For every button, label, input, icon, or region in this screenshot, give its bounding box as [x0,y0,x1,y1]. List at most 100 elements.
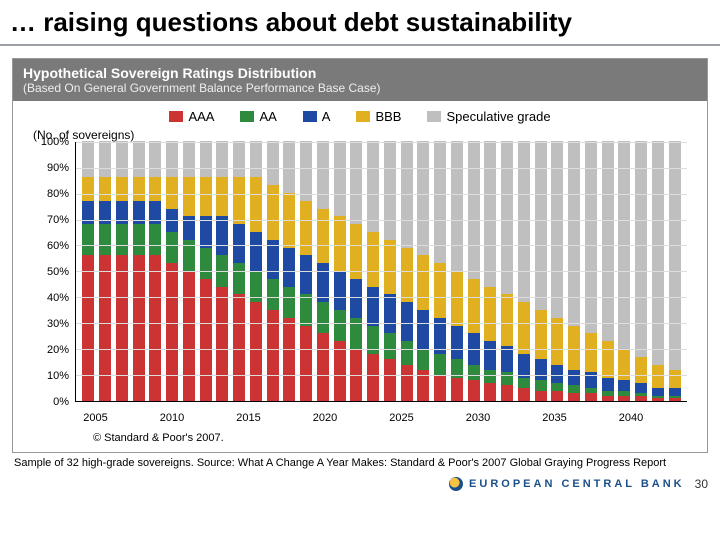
bar-segment [200,177,212,216]
gridline [76,245,687,246]
legend-item: AAA [169,109,214,124]
bar-segment [250,232,262,271]
bar-segment [602,341,614,377]
bar-segment [669,388,681,396]
bar-segment [551,365,563,383]
slide-footnote: Sample of 32 high-grade sovereigns. Sour… [0,453,720,471]
x-tick: 2040 [619,412,679,424]
bar-segment [250,141,262,177]
x-tick: 2035 [542,412,602,424]
bar-segment [384,359,396,401]
bar-segment [250,177,262,232]
x-tick: 2005 [83,412,143,424]
chart-subtitle: (Based On General Government Balance Per… [23,81,697,95]
bar-segment [82,224,94,255]
bar-segment [635,357,647,383]
bar-segment [99,177,111,200]
bar-segment [417,141,429,255]
bar-segment [585,141,597,333]
bar-segment [300,201,312,256]
legend-swatch [169,111,183,122]
bar-segment [468,141,480,279]
chart-plot [75,142,687,402]
bar-segment [116,224,128,255]
plot-area: 100%90%80%70%60%50%40%30%20%10%0% [13,142,707,408]
x-axis: 20052010201520202025203020352040 [13,408,707,428]
bar-segment [233,224,245,263]
bar-segment [317,302,329,333]
bar-segment [216,216,228,255]
ecb-logo-text: EUROPEAN CENTRAL BANK [469,478,685,490]
legend-label: Speculative grade [446,109,550,124]
bar-segment [334,271,346,310]
bar-segment [334,141,346,216]
legend-label: AA [259,109,276,124]
bar-segment [300,326,312,401]
bar-segment [283,248,295,287]
bar-segment [350,141,362,224]
bar-segment [317,209,329,264]
gridline [76,271,687,272]
bar-segment [149,177,161,200]
bar-segment [233,177,245,224]
legend-item: A [303,109,331,124]
bar-segment [451,141,463,271]
bar-segment [451,326,463,360]
bar-segment [200,248,212,279]
bar-segment [149,224,161,255]
legend-swatch [240,111,254,122]
bar-segment [669,141,681,370]
bar-segment [551,383,563,391]
bar-segment [166,232,178,263]
gridline [76,220,687,221]
bar-segment [468,380,480,401]
bar-segment [417,255,429,310]
bar-segment [82,255,94,401]
ecb-logo-icon [449,477,463,491]
bar-segment [200,141,212,177]
x-tick: 2025 [389,412,449,424]
legend-item: BBB [356,109,401,124]
bar-segment [618,380,630,390]
gridline [76,168,687,169]
bar-segment [518,378,530,388]
bar-segment [183,271,195,401]
bar-segment [367,354,379,401]
legend-swatch [427,111,441,122]
bar-segment [401,302,413,341]
gridline [76,323,687,324]
bar-segment [585,333,597,372]
legend-item: AA [240,109,276,124]
chart-copyright: © Standard & Poor's 2007. [13,428,707,452]
bar-segment [535,359,547,380]
bar-segment [652,388,664,396]
bar-segment [602,141,614,341]
chart-title-bar: Hypothetical Sovereign Ratings Distribut… [13,59,707,101]
bar-segment [468,279,480,334]
bar-segment [401,365,413,401]
gridline [76,142,687,143]
bar-segment [99,224,111,255]
legend-label: AAA [188,109,214,124]
bar-segment [468,365,480,381]
bar-segment [518,354,530,377]
bar-segment [635,141,647,357]
bar-segment [568,393,580,401]
slide-title: … raising questions about debt sustainab… [10,8,710,38]
bar-segment [535,310,547,359]
x-tick: 2020 [313,412,373,424]
bar-segment [300,255,312,294]
bar-segment [635,383,647,393]
gridline [76,375,687,376]
bar-segment [585,393,597,401]
bar-segment [149,201,161,224]
bar-segment [484,141,496,287]
bar-segment [82,141,94,177]
bar-segment [652,141,664,365]
bar-segment [334,310,346,341]
x-tick: 2010 [160,412,220,424]
bar-segment [551,318,563,365]
bar-segment [116,255,128,401]
bar-segment [669,370,681,388]
bar-segment [551,391,563,401]
